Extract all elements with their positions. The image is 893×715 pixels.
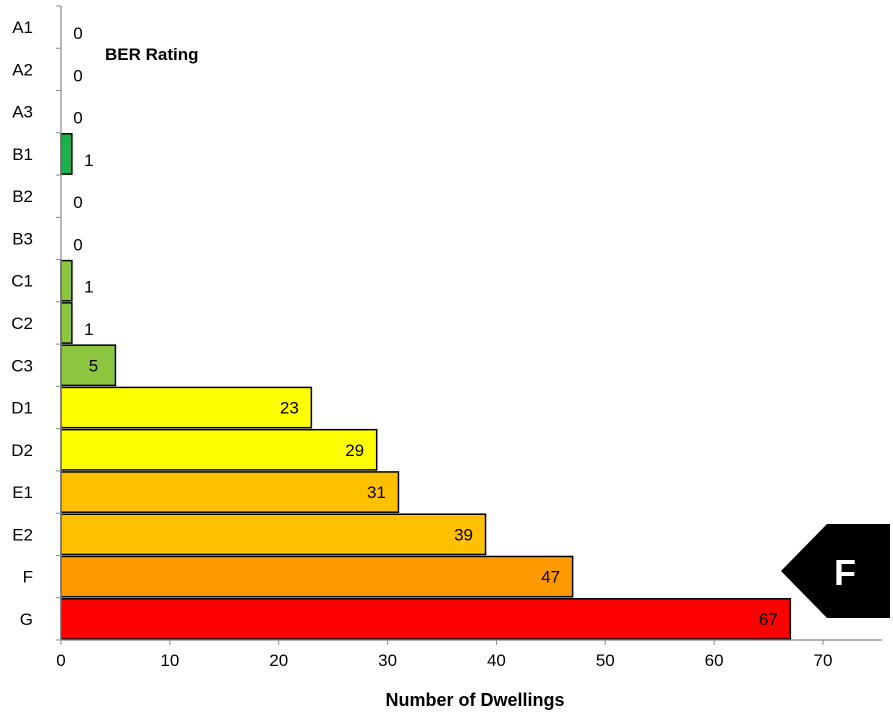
bar-e2	[60, 513, 487, 556]
category-label-c1: C1	[11, 272, 33, 291]
x-tick-label-50: 50	[596, 651, 615, 670]
bar-c1	[60, 259, 73, 302]
value-label-b1: 1	[84, 151, 93, 170]
axes-layer	[56, 5, 882, 645]
value-label-c1: 1	[84, 278, 93, 297]
current-rating-badge: F	[781, 524, 890, 618]
category-label-g: G	[20, 610, 33, 629]
badge-label: F	[834, 552, 856, 593]
value-label-e2: 39	[454, 525, 473, 544]
category-label-d1: D1	[11, 399, 33, 418]
category-label-a2: A2	[12, 60, 33, 79]
labels-layer: A1 0 A2 0 A3 0 B1 1 B2 0 B3 0 C1 1 C2 1 C3 5 D1 23 D2 29 E1 31 E…	[11, 18, 832, 670]
bar-d1	[60, 386, 313, 429]
bar-g	[60, 597, 792, 640]
bar-b1	[60, 133, 73, 175]
value-label-b2: 0	[73, 193, 82, 212]
category-label-a1: A1	[12, 18, 33, 37]
category-label-c2: C2	[11, 314, 33, 333]
value-label-a1: 0	[73, 24, 82, 43]
category-label-e1: E1	[12, 483, 33, 502]
bar-d2	[60, 428, 378, 471]
category-label-b3: B3	[12, 229, 33, 248]
x-tick-label-20: 20	[269, 651, 288, 670]
category-label-c3: C3	[11, 356, 33, 375]
value-label-e1: 31	[367, 483, 386, 502]
chart-title: BER Rating	[105, 45, 199, 64]
category-label-a3: A3	[12, 103, 33, 122]
x-tick-label-0: 0	[56, 651, 65, 670]
value-label-a2: 0	[73, 66, 82, 85]
value-label-d1: 23	[280, 399, 299, 418]
value-label-c3: 5	[89, 356, 98, 375]
value-label-f: 47	[541, 568, 560, 587]
value-label-c2: 1	[84, 320, 93, 339]
x-tick-label-30: 30	[378, 651, 397, 670]
bar-e1	[60, 471, 400, 513]
category-label-b2: B2	[12, 187, 33, 206]
value-label-a3: 0	[73, 109, 82, 128]
badge-arrow-shape	[781, 524, 890, 618]
x-tick-label-10: 10	[160, 651, 179, 670]
value-label-b3: 0	[73, 235, 82, 254]
category-label-d2: D2	[11, 441, 33, 460]
bars-layer	[60, 133, 792, 640]
x-tick-label-60: 60	[705, 651, 724, 670]
value-label-d2: 29	[345, 441, 364, 460]
category-label-e2: E2	[12, 525, 33, 544]
x-tick-label-40: 40	[487, 651, 506, 670]
category-label-b1: B1	[12, 145, 33, 164]
x-tick-label-70: 70	[814, 651, 833, 670]
x-axis-title: Number of Dwellings	[385, 690, 564, 710]
bar-f	[60, 555, 574, 598]
value-label-g: 67	[759, 610, 778, 629]
category-label-f: F	[23, 568, 33, 587]
bar-c2	[60, 302, 73, 344]
